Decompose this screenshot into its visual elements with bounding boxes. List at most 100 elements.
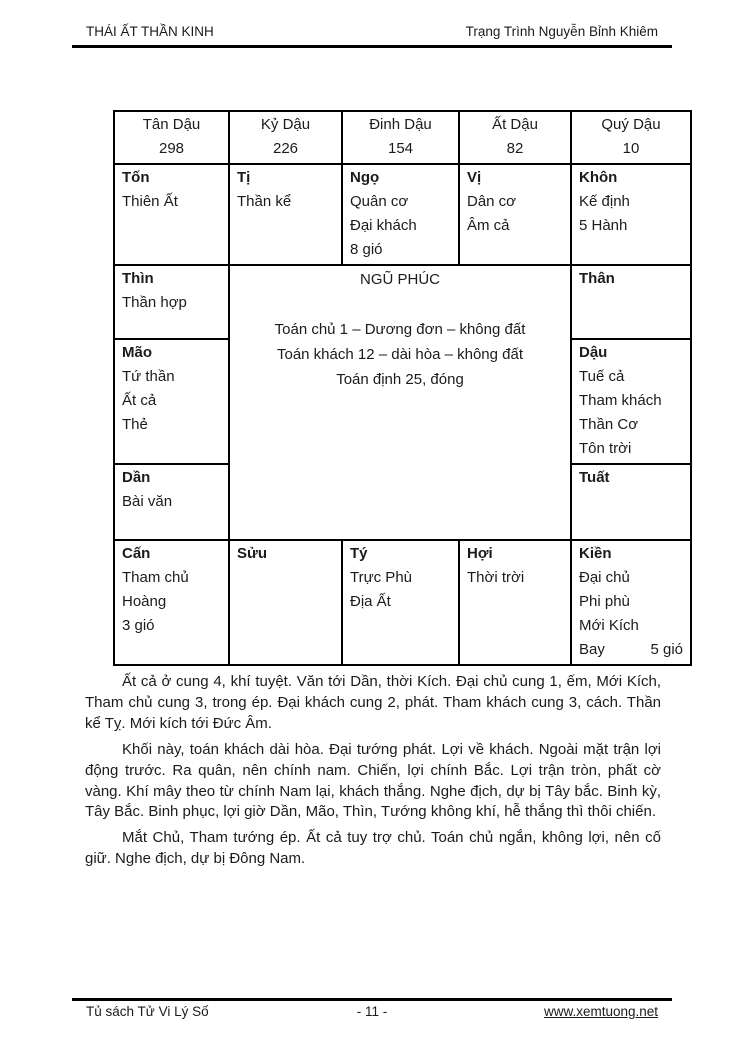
palace-line: Kế định bbox=[579, 193, 630, 210]
palace-ty: Tý Trực Phù Địa Ất bbox=[341, 539, 460, 666]
year-name: Đinh Dậu bbox=[369, 116, 432, 133]
palace-line: Âm cả bbox=[467, 217, 510, 234]
palace-line: Thiên Ất bbox=[122, 193, 178, 210]
palace-line: Tứ thần bbox=[122, 368, 175, 385]
palace-mao: Mão Tứ thần Ất cả Thẻ bbox=[113, 338, 230, 465]
palace-line: Thần kể bbox=[237, 193, 292, 210]
palace-thin: Thìn Thần hợp bbox=[113, 264, 230, 340]
center-cell: NGŨ PHÚC Toán chủ 1 – Dương đơn – không … bbox=[228, 264, 572, 541]
year-column-dinh-dau: Đinh Dậu 154 bbox=[341, 110, 460, 165]
year-name: Kỷ Dậu bbox=[260, 116, 311, 133]
palace-label: Thân bbox=[579, 270, 615, 287]
palace-line: Bài văn bbox=[122, 493, 173, 510]
year-column-ky-dau: Kỷ Dậu 226 bbox=[228, 110, 343, 165]
palace-row-mid3: Dần Bài văn Tuất bbox=[113, 463, 692, 541]
palace-label: Tốn bbox=[122, 169, 150, 186]
palace-kien: Kiền Đại chủ Phi phù Mới Kích Bay 5 gió bbox=[570, 539, 692, 666]
palace-line: Tuế cả bbox=[579, 368, 625, 385]
palace-label: Mão bbox=[122, 344, 152, 361]
palace-row-mid1: Thìn Thần hợp NGŨ PHÚC Toán chủ 1 – Dươn… bbox=[113, 264, 692, 541]
palace-line-split: Bay 5 gió bbox=[579, 638, 683, 662]
palace-line: Thần Cơ bbox=[579, 416, 639, 433]
palace-label: Kiền bbox=[579, 545, 612, 562]
thai-at-chart: Tân Dậu 298 Kỷ Dậu 226 Đinh Dậu 154 Ất D… bbox=[113, 110, 692, 666]
gio-label: 5 gió bbox=[650, 641, 683, 658]
website-link[interactable]: www.xemtuong.net bbox=[543, 1004, 659, 1019]
year-row: Tân Dậu 298 Kỷ Dậu 226 Đinh Dậu 154 Ất D… bbox=[113, 110, 692, 165]
palace-line: Dân cơ bbox=[467, 193, 517, 210]
palace-label: Tuất bbox=[579, 469, 610, 486]
palace-line: Thần hợp bbox=[122, 294, 187, 311]
palace-label: Ngọ bbox=[350, 169, 380, 186]
palace-label: Tý bbox=[350, 545, 368, 562]
palace-label: Vị bbox=[467, 169, 482, 186]
palace-line: Quân cơ bbox=[350, 193, 409, 210]
year-name: Quý Dậu bbox=[601, 116, 661, 133]
year-value: 298 bbox=[158, 140, 185, 157]
year-value: 154 bbox=[387, 140, 414, 157]
palace-label: Tị bbox=[237, 169, 251, 186]
palace-line: Phi phù bbox=[579, 593, 630, 610]
palace-ton: Tốn Thiên Ất bbox=[113, 163, 230, 266]
palace-label: Dậu bbox=[579, 344, 608, 361]
palace-row-top: Tốn Thiên Ất Tị Thần kể Ngọ Quân cơ Đại … bbox=[113, 163, 692, 266]
footer-series-title: Tủ sách Tử Vi Lý Số bbox=[86, 1004, 209, 1019]
palace-label: Dần bbox=[122, 469, 151, 486]
header-author: Trạng Trình Nguyễn Bỉnh Khiêm bbox=[465, 24, 658, 39]
palace-line: Đại khách bbox=[350, 217, 417, 234]
palace-line: Tham chủ bbox=[122, 569, 189, 586]
palace-line: Thẻ bbox=[122, 416, 148, 433]
commentary-text: Ất cả ở cung 4, khí tuyệt. Văn tới Dần, … bbox=[85, 672, 661, 875]
palace-line: Tham khách bbox=[579, 392, 662, 409]
bay-label: Bay bbox=[579, 641, 605, 658]
paragraph-1: Ất cả ở cung 4, khí tuyệt. Văn tới Dần, … bbox=[85, 673, 661, 732]
year-column-at-dau: Ất Dậu 82 bbox=[458, 110, 572, 165]
palace-label: Thìn bbox=[122, 270, 154, 287]
year-name: Ất Dậu bbox=[492, 116, 538, 133]
palace-line: 3 gió bbox=[122, 617, 155, 634]
chart-summary: Toán chủ 1 – Dương đơn – không đất Toán … bbox=[237, 317, 563, 392]
palace-ngo: Ngọ Quân cơ Đại khách 8 gió bbox=[341, 163, 460, 266]
palace-label: Sửu bbox=[237, 545, 268, 562]
toan-khach-line: Toán khách 12 – dài hòa – không đất bbox=[276, 346, 524, 363]
palace-row-mid2: Mão Tứ thần Ất cả Thẻ Dậu Tuế cả Tham kh… bbox=[113, 338, 692, 465]
page-number: - 11 - bbox=[356, 1004, 388, 1019]
palace-label: Hợi bbox=[467, 545, 493, 562]
page-header: THÁI ẤT THẦN KINH Trạng Trình Nguyễn Bỉn… bbox=[72, 24, 672, 48]
palace-can: Cấn Tham chủ Hoàng 3 gió bbox=[113, 539, 230, 666]
palace-label: Khôn bbox=[579, 169, 618, 186]
palace-row-bottom: Cấn Tham chủ Hoàng 3 gió Sửu Tý Trực Phù… bbox=[113, 539, 692, 666]
year-value: 10 bbox=[622, 140, 640, 157]
palace-hoi: Hợi Thời trời bbox=[458, 539, 572, 666]
palace-label: Cấn bbox=[122, 545, 151, 562]
palace-line: Ất cả bbox=[122, 392, 157, 409]
palace-line: Mới Kích bbox=[579, 617, 639, 634]
paragraph-2: Khối này, toán khách dài hòa. Đại tướng … bbox=[85, 740, 661, 821]
toan-chu-line: Toán chủ 1 – Dương đơn – không đất bbox=[274, 321, 526, 338]
palace-vi: Vị Dân cơ Âm cả bbox=[458, 163, 572, 266]
year-value: 82 bbox=[506, 140, 524, 157]
palace-than: Thân bbox=[570, 264, 692, 340]
header-book-title: THÁI ẤT THẦN KINH bbox=[86, 24, 214, 39]
year-column-tan-dau: Tân Dậu 298 bbox=[113, 110, 230, 165]
year-column-quy-dau: Quý Dậu 10 bbox=[570, 110, 692, 165]
palace-dan: Dần Bài văn bbox=[113, 463, 230, 541]
toan-dinh-line: Toán định 25, đóng bbox=[336, 371, 464, 388]
palace-line: 8 gió bbox=[350, 241, 383, 258]
palace-line: Trực Phù bbox=[350, 569, 412, 586]
palace-tuat: Tuất bbox=[570, 463, 692, 541]
palace-line: Hoàng bbox=[122, 593, 167, 610]
chart-title: NGŨ PHÚC bbox=[359, 271, 440, 288]
palace-line: 5 Hành bbox=[579, 217, 628, 234]
paragraph-3: Mắt Chủ, Tham tướng ép. Ất cả tuy trợ ch… bbox=[85, 829, 661, 868]
year-value: 226 bbox=[272, 140, 299, 157]
footer-link-wrap: www.xemtuong.net bbox=[467, 1004, 658, 1019]
palace-ti: Tị Thần kể bbox=[228, 163, 343, 266]
palace-line: Tôn trời bbox=[579, 440, 632, 457]
palace-suu: Sửu bbox=[228, 539, 343, 666]
page-footer: Tủ sách Tử Vi Lý Số - 11 - www.xemtuong.… bbox=[72, 998, 672, 1019]
palace-khon: Khôn Kế định 5 Hành bbox=[570, 163, 692, 266]
palace-dau: Dậu Tuế cả Tham khách Thần Cơ Tôn trời bbox=[570, 338, 692, 465]
palace-line: Đại chủ bbox=[579, 569, 630, 586]
